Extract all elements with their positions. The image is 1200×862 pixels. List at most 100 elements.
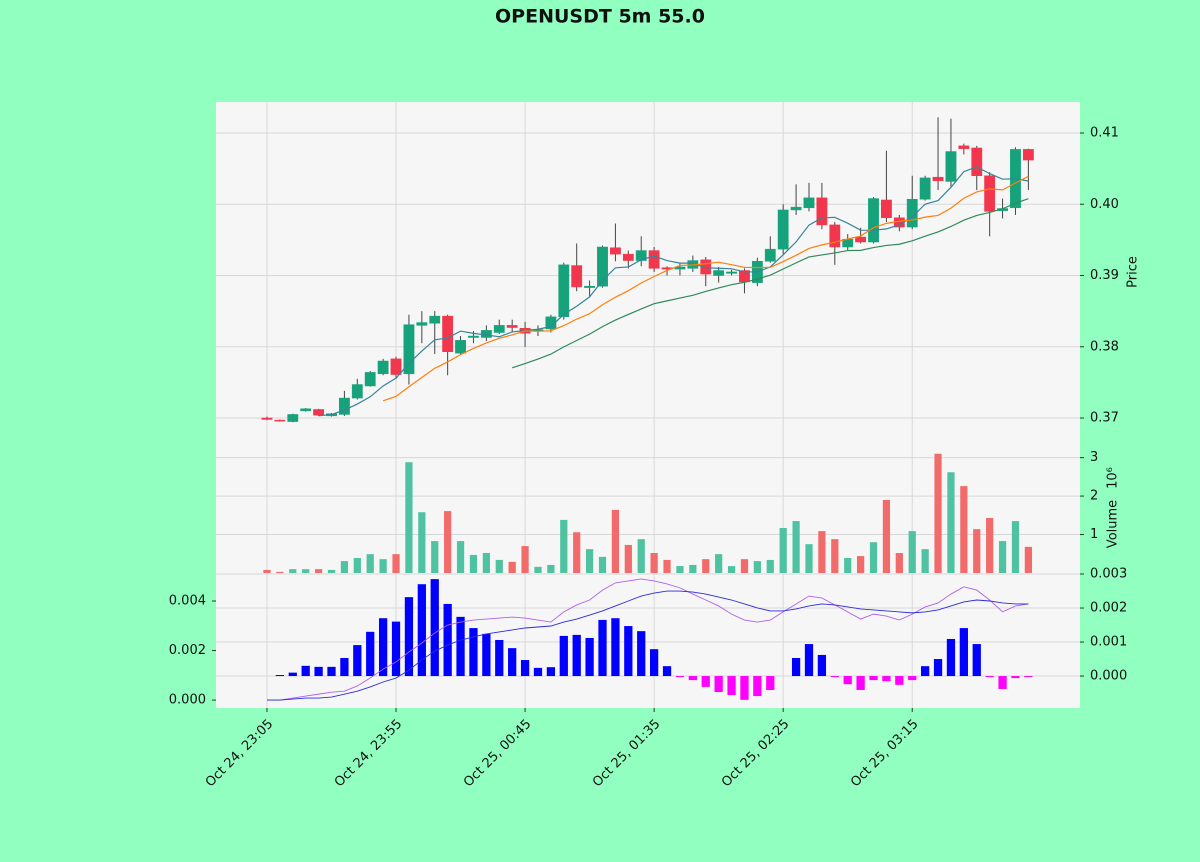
candle-body xyxy=(506,325,518,328)
volume-bar xyxy=(650,553,658,573)
volume-bar xyxy=(844,558,852,573)
volume-bar xyxy=(289,569,297,573)
volume-bar xyxy=(689,564,697,573)
candle-body xyxy=(906,199,918,228)
volume-bar xyxy=(908,531,916,573)
macd-histogram-bar xyxy=(288,672,297,677)
candle-body xyxy=(558,264,570,318)
macd-histogram-bar xyxy=(753,676,762,697)
volume-bar xyxy=(766,559,774,573)
candle-body xyxy=(403,324,415,375)
moving-average-line xyxy=(511,198,1029,369)
volume-bar xyxy=(831,539,839,573)
volume-bar xyxy=(573,532,581,573)
volume-bar xyxy=(921,549,929,573)
y-tick-label: 3 xyxy=(1090,450,1098,465)
macd-histogram-bar xyxy=(650,649,659,677)
candle-body xyxy=(287,414,299,422)
macd-histogram-bar xyxy=(520,660,530,677)
macd-histogram-bar xyxy=(985,676,994,678)
volume-bar xyxy=(947,472,955,573)
volume-bar xyxy=(418,512,426,573)
y-tick-label: 0.38 xyxy=(1090,339,1119,354)
volume-bar xyxy=(611,509,620,573)
volume-bar xyxy=(624,544,632,573)
macd-histogram-bar xyxy=(830,676,839,678)
volume-bar xyxy=(469,554,478,573)
macd-histogram-bar xyxy=(391,621,401,677)
candle-body xyxy=(868,198,879,243)
macd-histogram-bar xyxy=(804,644,814,677)
volume-bar xyxy=(960,486,968,573)
candle-body xyxy=(1022,149,1034,161)
macd-histogram-bar xyxy=(546,667,556,677)
candle-body xyxy=(726,271,737,274)
macd-histogram-bar xyxy=(1024,676,1033,678)
macd-histogram-bar xyxy=(882,676,891,682)
volume-bar xyxy=(1024,546,1032,573)
volume-bar xyxy=(340,561,349,573)
volume-bar xyxy=(637,539,645,573)
macd-histogram-bar xyxy=(688,676,697,681)
volume-bar xyxy=(986,518,994,573)
candle-body xyxy=(442,315,454,352)
volume-bar xyxy=(263,569,271,573)
y-tick-label: 0.000 xyxy=(1090,669,1127,684)
macd-histogram-bar xyxy=(675,676,685,678)
candle-body xyxy=(855,236,867,243)
macd-histogram-bar xyxy=(585,637,594,677)
macd-histogram-bar xyxy=(998,676,1007,689)
volume-bar xyxy=(702,559,710,573)
moving-average-line xyxy=(382,175,1029,402)
volume-bar xyxy=(392,554,400,573)
volume-bar xyxy=(547,564,555,573)
volume-bar xyxy=(508,561,516,573)
macd-histogram-bar xyxy=(701,676,710,687)
y-tick-label: 0.40 xyxy=(1090,197,1119,212)
macd-histogram-bar xyxy=(559,635,568,677)
candle-body xyxy=(790,206,802,211)
candle-body xyxy=(919,177,931,200)
volume-bar xyxy=(521,546,529,573)
candle-body xyxy=(571,265,583,288)
macd-histogram-bar xyxy=(469,628,478,677)
macd-histogram-bar xyxy=(275,675,285,677)
candle-body xyxy=(300,408,312,412)
macd-histogram-bar xyxy=(611,618,620,677)
macd-histogram-bar xyxy=(972,644,981,677)
candle-body xyxy=(338,397,350,415)
candle-body xyxy=(984,175,996,212)
volume-bar xyxy=(663,559,671,573)
volume-bar xyxy=(302,569,310,573)
volume-bar xyxy=(856,556,865,573)
candle-body xyxy=(261,417,273,420)
volume-bar xyxy=(676,566,684,573)
macd-histogram-bar xyxy=(869,676,878,681)
volume-bar xyxy=(598,556,607,573)
candle-body xyxy=(468,335,479,338)
candle-body xyxy=(390,358,402,375)
candle-body xyxy=(700,259,712,275)
macd-histogram-bar xyxy=(327,666,336,677)
macd-histogram-bar xyxy=(495,639,504,677)
volume-bar xyxy=(327,569,336,573)
volume-bar xyxy=(314,569,323,573)
macd-histogram-bar xyxy=(1011,676,1020,679)
volume-bar xyxy=(444,511,452,573)
macd-histogram-bar xyxy=(895,676,904,685)
macd-histogram-bar xyxy=(508,648,517,677)
volume-bar xyxy=(560,519,568,573)
y-tick-label: 0.002 xyxy=(169,643,206,658)
volume-bar xyxy=(353,558,361,573)
y-tick-label: 0.41 xyxy=(1090,125,1119,140)
macd-histogram-bar xyxy=(378,618,388,677)
volume-bar xyxy=(869,542,878,573)
macd-histogram-bar xyxy=(314,666,323,677)
macd-histogram-bar xyxy=(817,654,827,677)
candle-body xyxy=(351,384,363,399)
volume-bar xyxy=(456,541,465,573)
volume-bar xyxy=(882,499,891,573)
volume-bar xyxy=(792,521,800,573)
macd-histogram-bar xyxy=(959,628,968,677)
macd-histogram-bar xyxy=(366,631,375,677)
